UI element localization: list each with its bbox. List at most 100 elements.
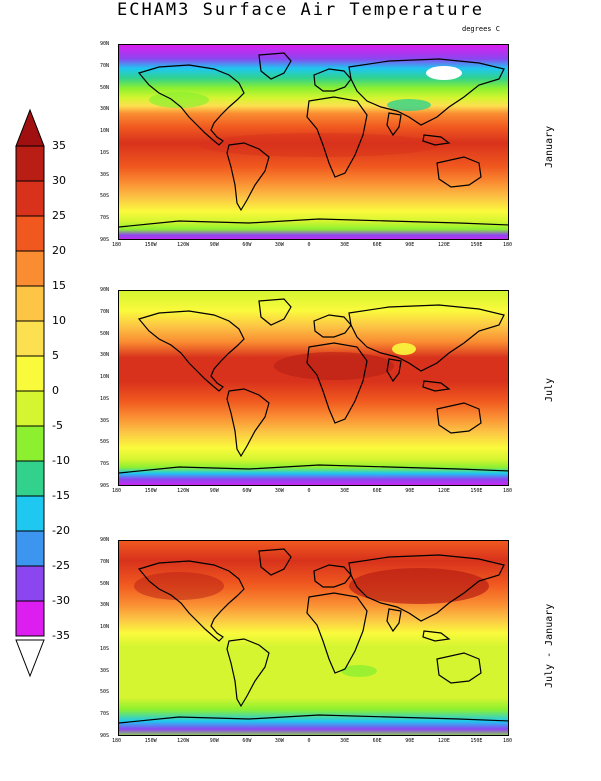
lat-tick-label: 10S	[100, 645, 110, 652]
colorbar-label: 30	[52, 174, 66, 187]
colorbar-swatch	[15, 460, 45, 497]
lat-tick-label: 90N	[100, 537, 110, 543]
lat-tick-label: 10N	[100, 624, 110, 631]
colorbar-swatch	[15, 495, 45, 532]
lat-tick-label: 50S	[100, 689, 110, 696]
colorbar-label: 25	[52, 209, 66, 222]
lat-tick-label: 50S	[100, 439, 110, 446]
colorbar-label: 20	[52, 244, 66, 257]
lat-tick-label: 70N	[100, 62, 110, 69]
lon-tick-label: 30W	[274, 488, 284, 494]
lon-tick-label: 180	[112, 242, 122, 248]
coastline	[119, 218, 508, 228]
lon-tick-label: 60W	[242, 488, 252, 494]
colorbar-swatch	[15, 180, 45, 217]
coastline	[137, 64, 245, 146]
coastline	[386, 358, 402, 383]
lon-tick-label: 60E	[372, 488, 382, 494]
lat-tick-label: 10N	[100, 374, 110, 381]
lon-tick-label: 60W	[242, 242, 252, 248]
colorbar-label: 0	[52, 384, 59, 397]
lat-tick-label: 10N	[100, 128, 110, 135]
colorbar-swatch	[15, 425, 45, 462]
coastline	[313, 564, 352, 588]
lat-tick-label: 70N	[100, 558, 110, 565]
colorbar-label: -35	[52, 629, 70, 642]
coastline	[119, 714, 508, 724]
colorbar-swatch	[15, 145, 45, 182]
colorbar-swatch	[15, 250, 45, 287]
lat-tick-label: 50N	[100, 84, 110, 91]
lon-tick-label: 150W	[144, 242, 157, 248]
lon-tick-label: 0	[307, 242, 311, 248]
lat-tick-label: 90S	[100, 237, 110, 243]
page-title: ECHAM3 Surface Air Temperature	[116, 0, 485, 20]
coastline	[306, 342, 368, 424]
coastline	[348, 554, 505, 622]
colorbar-label: 15	[52, 279, 66, 292]
lat-tick-label: 70S	[100, 215, 110, 222]
map-panel-july	[118, 290, 509, 486]
units-label: degrees C	[462, 25, 500, 33]
lat-tick-label: 90N	[100, 41, 110, 47]
lon-tick-label: 150W	[144, 488, 157, 494]
cold-pole-region	[426, 66, 462, 80]
coastline	[258, 548, 292, 576]
coastline	[436, 156, 482, 188]
colorbar-label: 10	[52, 314, 66, 327]
lat-tick-label: 30N	[100, 602, 110, 609]
coastline	[258, 52, 292, 80]
lon-tick-label: 120W	[177, 738, 190, 744]
lon-tick-label: 180	[112, 738, 122, 744]
lat-tick-label: 30N	[100, 106, 110, 113]
lat-tick-label: 70N	[100, 308, 110, 315]
lat-tick-label: 10S	[100, 149, 110, 156]
lon-tick-label: 180	[112, 488, 122, 494]
lon-tick-label: 90W	[209, 242, 219, 248]
lon-tick-label: 120W	[177, 242, 190, 248]
colorbar-swatch	[15, 600, 45, 637]
map-panel-july-minus-january	[118, 540, 509, 736]
coastline	[137, 310, 245, 392]
coastline	[422, 630, 451, 642]
colorbar-swatch	[15, 285, 45, 322]
colorbar-swatch	[15, 530, 45, 567]
colorbar	[15, 108, 45, 678]
lon-tick-label: 90W	[209, 488, 219, 494]
coastline	[436, 402, 482, 434]
colorbar-label: -30	[52, 594, 70, 607]
coastline	[313, 68, 352, 92]
lon-tick-label: 120E	[437, 738, 450, 744]
coastline	[226, 638, 270, 708]
coastline	[436, 652, 482, 684]
lon-tick-label: 120W	[177, 488, 190, 494]
lon-tick-label: 90E	[405, 488, 415, 494]
panel-label-july-minus-january: July - January	[544, 603, 555, 688]
coastline	[306, 96, 368, 178]
coastline	[306, 592, 368, 674]
colorbar-swatch	[15, 215, 45, 252]
colorbar-swatch	[15, 565, 45, 602]
lon-tick-label: 120E	[437, 242, 450, 248]
coastline	[119, 464, 508, 474]
lat-tick-label: 50S	[100, 193, 110, 200]
coastline	[348, 304, 505, 372]
coastline	[422, 380, 451, 392]
coastline	[386, 112, 402, 137]
coastline	[258, 298, 292, 326]
lon-tick-label: 180	[503, 242, 513, 248]
lat-tick-label: 90S	[100, 733, 110, 739]
lon-tick-label: 150W	[144, 738, 157, 744]
lon-tick-label: 150E	[470, 488, 483, 494]
colorbar-swatch	[15, 390, 45, 427]
colorbar-swatch	[15, 355, 45, 392]
colorbar-label: -10	[52, 454, 70, 467]
lon-tick-label: 30E	[340, 488, 350, 494]
lon-tick-label: 30E	[340, 738, 350, 744]
coastline	[348, 58, 505, 126]
colorbar-label: -5	[52, 419, 63, 432]
lat-tick-label: 50N	[100, 330, 110, 337]
colorbar-bottom-arrow	[15, 639, 45, 678]
lon-tick-label: 90E	[405, 242, 415, 248]
colorbar-top-arrow	[15, 108, 45, 147]
